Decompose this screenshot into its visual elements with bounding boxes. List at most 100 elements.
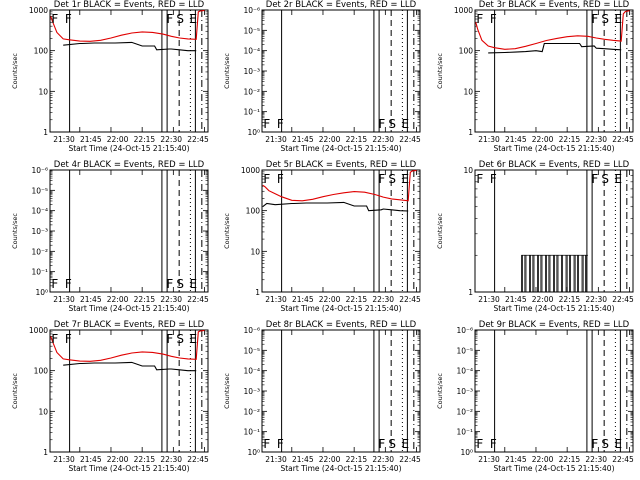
panel-title: Det 1r BLACK = Events, RED = LLD [54, 0, 205, 10]
event-marker-e: E [402, 172, 410, 186]
y-tick-label: 10⁻² [456, 407, 473, 416]
event-marker-f: F [378, 117, 385, 131]
lld-series-line [50, 9, 205, 42]
event-marker-e: E [190, 12, 198, 26]
event-marker-f: F [65, 277, 72, 291]
y-tick-label: 10⁰ [460, 448, 473, 457]
event-marker-f: F [277, 172, 284, 186]
events-series-line [488, 42, 622, 54]
event-marker-e: E [615, 437, 623, 451]
y-tick-label: 1000 [29, 6, 48, 15]
x-tick-label: 22:00 [107, 135, 129, 144]
plot-frame [261, 9, 421, 133]
detector-panel-2: Det 2r BLACK = Events, RED = LLD 10⁰ 10⁻¹ 1… [223, 0, 421, 153]
x-tick-label: 22:00 [532, 455, 554, 464]
y-axis-label: Counts/sec [223, 53, 231, 89]
y-axis-label: Counts/sec [11, 53, 19, 89]
x-tick-label: 22:45 [612, 455, 634, 464]
y-axis-label: Counts/sec [436, 373, 444, 409]
x-tick-label: 22:00 [107, 455, 129, 464]
y-tick-label: 10⁰ [35, 288, 48, 297]
x-tick-label: 21:45 [292, 135, 314, 144]
x-tick-label: 21:30 [478, 455, 500, 464]
event-marker-e: E [615, 12, 623, 26]
event-marker-f: F [490, 12, 497, 26]
x-tick-label: 21:45 [505, 135, 527, 144]
event-marker-f: F [166, 332, 173, 346]
x-tick-label: 21:30 [53, 295, 75, 304]
y-tick-label: 10 [250, 247, 260, 256]
y-tick-label: 100 [246, 207, 261, 216]
detector-panel-4: Det 4r BLACK = Events, RED = LLD 10⁰ 10⁻¹ 1… [11, 160, 209, 313]
x-tick-label: 22:00 [532, 135, 554, 144]
event-marker-f: F [51, 332, 58, 346]
y-tick-label: 10⁻⁶ [31, 166, 48, 175]
detector-panel-1: Det 1r BLACK = Events, RED = LLD 1 10 100 10… [11, 0, 209, 153]
event-marker-f: F [166, 277, 173, 291]
y-tick-label: 10⁻² [31, 247, 48, 256]
detector-panel-9: Det 9r BLACK = Events, RED = LLD 10⁰ 10⁻¹ 1… [436, 320, 634, 473]
y-tick-label: 10⁻¹ [243, 428, 260, 437]
event-marker-f: F [476, 437, 483, 451]
event-marker-s: S [176, 332, 184, 346]
detector-panel-3: Det 3r BLACK = Events, RED = LLD 1 10 100 10… [436, 0, 634, 153]
detector-panel-5: Det 5r BLACK = Events, RED = LLD 1 10 100 10… [223, 160, 421, 313]
event-marker-f: F [51, 12, 58, 26]
x-axis-label: Start Time (24-Oct-15 21:15:40) [68, 304, 189, 313]
x-tick-label: 21:45 [80, 295, 102, 304]
x-tick-label: 22:15 [346, 295, 368, 304]
plot-frame [474, 169, 634, 293]
plot-frame [49, 169, 209, 293]
x-tick-label: 22:45 [399, 295, 421, 304]
y-tick-label: 10⁻⁶ [456, 326, 473, 335]
y-tick-label: 10⁰ [247, 128, 260, 137]
y-tick-label: 1 [43, 128, 48, 137]
event-marker-f: F [51, 277, 58, 291]
x-tick-label: 22:00 [532, 295, 554, 304]
x-tick-label: 22:45 [399, 455, 421, 464]
y-tick-label: 10⁻¹ [243, 108, 260, 117]
event-marker-f: F [591, 12, 598, 26]
panel-title: Det 9r BLACK = Events, RED = LLD [479, 320, 630, 330]
x-tick-label: 22:15 [134, 455, 156, 464]
y-tick-label: 10⁻⁵ [243, 26, 260, 35]
panel-title: Det 3r BLACK = Events, RED = LLD [479, 0, 630, 10]
x-tick-label: 22:15 [346, 135, 368, 144]
x-tick-label: 21:30 [478, 295, 500, 304]
y-tick-label: 10 [463, 87, 473, 96]
x-tick-label: 22:30 [160, 295, 182, 304]
x-axis-label: Start Time (24-Oct-15 21:15:40) [68, 464, 189, 473]
plot-frame [261, 169, 421, 293]
event-marker-f: F [263, 117, 270, 131]
x-axis-label: Start Time (24-Oct-15 21:15:40) [280, 304, 401, 313]
y-tick-label: 10⁰ [247, 448, 260, 457]
y-tick-label: 10⁻⁵ [31, 186, 48, 195]
y-tick-label: 10⁻³ [243, 387, 260, 396]
event-marker-s: S [601, 172, 609, 186]
x-tick-label: 22:30 [372, 135, 394, 144]
x-tick-label: 21:30 [265, 135, 287, 144]
event-marker-e: E [615, 172, 623, 186]
y-tick-label: 1 [468, 128, 473, 137]
x-tick-label: 22:15 [134, 295, 156, 304]
plot-frame [474, 9, 634, 133]
detector-panel-8: Det 8r BLACK = Events, RED = LLD 10⁰ 10⁻¹ 1… [223, 320, 421, 473]
panel-title: Det 2r BLACK = Events, RED = LLD [266, 0, 417, 10]
y-axis-label: Counts/sec [223, 373, 231, 409]
y-tick-label: 10⁻² [243, 87, 260, 96]
y-tick-label: 10⁻⁵ [456, 346, 473, 355]
y-tick-label: 100 [34, 367, 49, 376]
x-tick-label: 21:30 [53, 455, 75, 464]
y-axis-label: Counts/sec [11, 373, 19, 409]
x-tick-label: 22:00 [107, 295, 129, 304]
event-marker-f: F [476, 12, 483, 26]
x-tick-label: 22:30 [585, 455, 607, 464]
x-axis-label: Start Time (24-Oct-15 21:15:40) [493, 144, 614, 153]
x-tick-label: 22:30 [372, 295, 394, 304]
event-marker-f: F [263, 437, 270, 451]
x-tick-label: 22:15 [559, 135, 581, 144]
event-marker-f: F [378, 437, 385, 451]
y-tick-label: 10⁻² [243, 407, 260, 416]
x-tick-label: 21:45 [292, 455, 314, 464]
